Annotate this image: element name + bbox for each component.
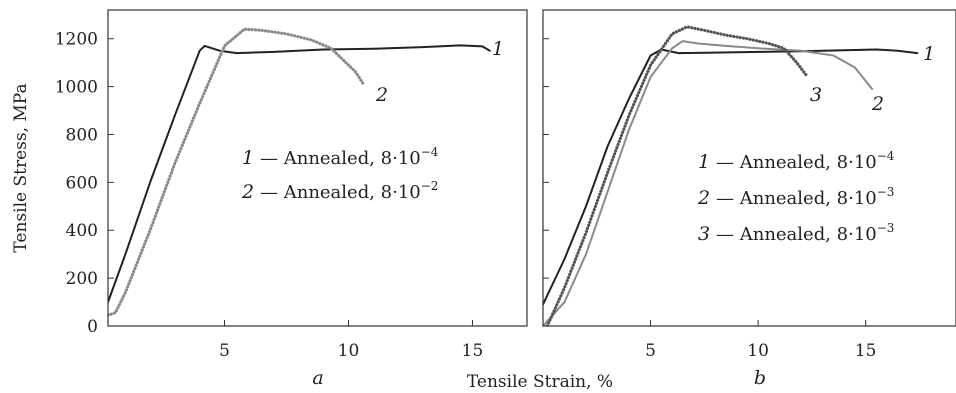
panel-b-series-1-line bbox=[543, 48, 919, 306]
panel-a-y-tick-label: 800 bbox=[66, 125, 98, 145]
panel-b-ticks bbox=[543, 38, 867, 327]
legend-number: 2 bbox=[697, 187, 710, 209]
panel-b-frame bbox=[542, 9, 956, 327]
panel-a-x-tick-label: 5 bbox=[219, 341, 230, 361]
panel-a-x-tick-label: 15 bbox=[462, 341, 484, 361]
panel-b-series-labels: 1 2 3 bbox=[810, 43, 935, 115]
panel-b-x-tick-label: 5 bbox=[645, 341, 656, 361]
legend-number: 3 bbox=[698, 223, 710, 245]
panel-a-legend-item-2: 2 — Annealed, 8·10−2 bbox=[241, 179, 438, 203]
panel-a-y-tick-label: 0 bbox=[87, 317, 98, 337]
legend-label: — Annealed, 8·10−3 bbox=[716, 185, 894, 209]
panel-a-y-tick-label: 1000 bbox=[55, 78, 98, 98]
legend-label: — Annealed, 8·10−4 bbox=[260, 145, 439, 169]
panel-b: 5 10 15 1 2 3 1 — Annealed, 8·10−4 2 — Annealed… bbox=[542, 9, 956, 389]
panel-a-series-1-line bbox=[108, 44, 491, 304]
panel-a-legend: 1 — Annealed, 8·10−4 2 — Annealed, 8·10−2 bbox=[241, 145, 439, 203]
panel-a-series-1-label: 1 bbox=[492, 38, 504, 60]
legend-label: — Annealed, 8·10−4 bbox=[716, 149, 895, 173]
panel-b-series-1-label: 1 bbox=[923, 43, 935, 65]
legend-label: — Annealed, 8·10−2 bbox=[260, 179, 438, 203]
panel-a-series-2-label: 2 bbox=[375, 84, 388, 106]
legend-number: 2 bbox=[241, 181, 254, 203]
panel-b-legend: 1 — Annealed, 8·10−4 2 — Annealed, 8·10−3 3 —… bbox=[697, 149, 895, 245]
panel-b-x-tick-labels: 5 10 15 bbox=[645, 341, 876, 361]
legend-label: — Annealed, 8·10−3 bbox=[716, 221, 894, 245]
panel-a-y-tick-label: 600 bbox=[66, 173, 98, 193]
y-axis-label: Tensile Stress, MPa bbox=[11, 83, 31, 252]
panel-a-series-labels: 12 bbox=[375, 38, 504, 106]
legend-exponent: −3 bbox=[877, 185, 895, 199]
panel-b-legend-item-2: 2 — Annealed, 8·10−3 bbox=[697, 185, 894, 209]
panel-a-series-2-line bbox=[108, 27, 365, 317]
panel-a-x-tick-labels: 5 10 15 bbox=[219, 341, 483, 361]
panel-b-x-tick-label: 15 bbox=[855, 341, 877, 361]
panel-b-label: b bbox=[754, 367, 766, 389]
panel-b-legend-item-3: 3 — Annealed, 8·10−3 bbox=[698, 221, 894, 245]
panel-a-legend-item-1: 1 — Annealed, 8·10−4 bbox=[242, 145, 439, 169]
panel-a-label: a bbox=[312, 367, 323, 389]
legend-exponent: −3 bbox=[877, 221, 895, 235]
legend-exponent: −2 bbox=[421, 179, 439, 193]
panel-a-y-tick-label: 400 bbox=[66, 221, 98, 241]
panel-b-series bbox=[543, 25, 919, 326]
panel-a-x-tick-label: 10 bbox=[338, 341, 360, 361]
legend-number: 1 bbox=[698, 151, 710, 173]
x-axis-label: Tensile Strain, % bbox=[467, 372, 613, 392]
panel-b-series-2-label: 2 bbox=[871, 93, 884, 115]
panel-b-legend-item-1: 1 — Annealed, 8·10−4 bbox=[698, 149, 895, 173]
panel-a-series bbox=[108, 27, 491, 317]
panel-b-series-3-label: 3 bbox=[810, 84, 822, 106]
panel-a-y-tick-labels: 0 200 400 600 800 1000 1200 bbox=[55, 30, 98, 337]
legend-exponent: −4 bbox=[877, 149, 895, 163]
panel-a-y-tick-label: 1200 bbox=[55, 30, 98, 50]
panel-b-series-2-line bbox=[543, 40, 874, 326]
panel-b-x-tick-label: 10 bbox=[747, 341, 769, 361]
panel-a-frame bbox=[107, 9, 528, 327]
legend-number: 1 bbox=[242, 147, 254, 169]
panel-b-series-3-line bbox=[545, 25, 810, 326]
legend-exponent: −4 bbox=[421, 145, 439, 159]
panel-a-y-tick-label: 200 bbox=[66, 269, 98, 289]
